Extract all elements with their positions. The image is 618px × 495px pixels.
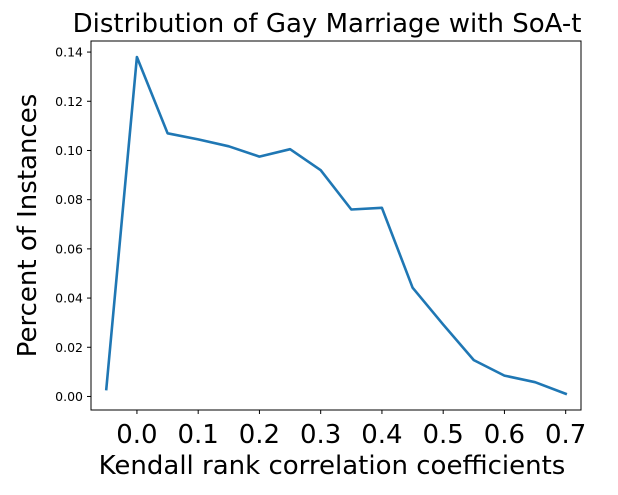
x-tick-label: 0.4 [361,420,402,450]
series-layer [104,55,568,396]
y-axis-label: Percent of Instances [13,94,43,358]
x-axis-label: Kendall rank correlation coefficients [99,451,566,481]
y-axis: 0.00 0.02 0.04 0.06 0.08 0.10 0.12 0.14 [55,45,91,404]
x-tick-label: 0.1 [178,420,219,450]
series-line [104,55,568,396]
chart-title: Distribution of Gay Marriage with SoA-t [73,9,582,39]
x-tick-label: 0.6 [484,420,525,450]
y-tick-label: 0.06 [55,241,83,256]
x-tick-label: 0.0 [116,420,157,450]
x-tick-label: 0.5 [423,420,464,450]
y-tick-label: 0.00 [55,389,83,404]
plot-area [91,41,581,410]
x-tick-label: 0.2 [239,420,280,450]
plot-frame [90,40,582,411]
x-axis: 0.0 0.1 0.2 0.3 0.4 0.5 0.6 0.7 [116,410,586,450]
y-tick-label: 0.14 [55,45,83,60]
y-tick-label: 0.12 [55,94,83,109]
y-tick-label: 0.04 [55,291,83,306]
x-tick-label: 0.7 [545,420,586,450]
y-tick-label: 0.10 [55,143,83,158]
y-tick-label: 0.02 [55,340,83,355]
x-tick-label: 0.3 [300,420,341,450]
y-tick-label: 0.08 [55,192,83,207]
